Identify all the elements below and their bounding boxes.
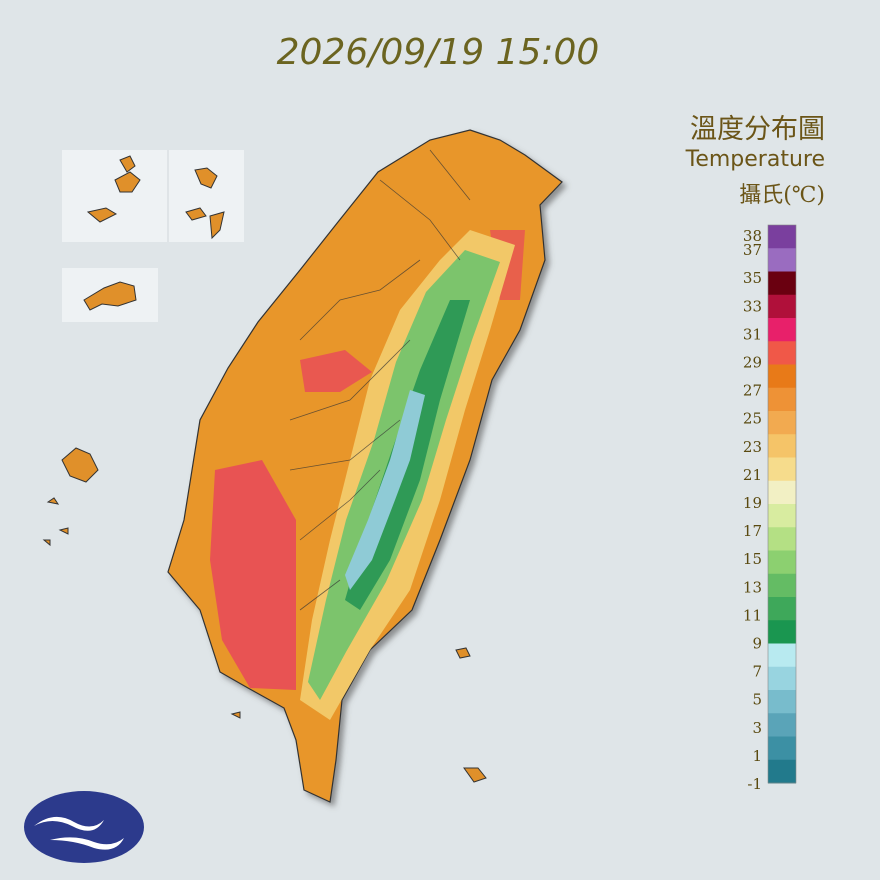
colorbar-segment <box>768 294 796 319</box>
colorbar-segment <box>768 387 796 412</box>
legend-tick-label: 11 <box>743 606 762 624</box>
legend-tick-label: -1 <box>747 775 762 793</box>
legend-tick-label: 13 <box>743 578 762 596</box>
island <box>86 155 225 240</box>
legend-tick-label: 9 <box>752 635 762 653</box>
legend-tick-label: 1 <box>752 747 762 765</box>
colorbar-segment <box>768 364 796 389</box>
colorbar-segment <box>768 690 796 714</box>
hot-zone <box>300 350 372 392</box>
legend-tick-label: 17 <box>743 522 762 540</box>
colorbar-segment <box>768 597 796 621</box>
legend-tick-label: 31 <box>743 325 762 343</box>
map-title: 2026/09/19 15:00 <box>277 32 600 73</box>
colorbar-segment <box>768 736 796 761</box>
logo-mark <box>34 816 124 850</box>
colorbar-segment <box>768 620 796 644</box>
colorbar-segment <box>768 318 796 342</box>
legend-tick-label: 29 <box>743 354 762 372</box>
colorbar-segment <box>768 759 796 784</box>
colorbar-segment <box>768 341 796 365</box>
legend-tick-label: 27 <box>743 382 762 400</box>
peak-zone <box>345 390 425 590</box>
legend-tick-label: 37 <box>743 241 762 259</box>
legend-tick-label: 5 <box>752 691 762 709</box>
legend-tick-label: 21 <box>743 466 762 484</box>
colorbar-segment <box>768 643 796 668</box>
colorbar-segment <box>768 550 796 575</box>
colorbar-segment <box>768 225 796 249</box>
boundary <box>289 149 471 611</box>
legend-title: 溫度分布圖 <box>690 114 825 145</box>
legend-subtitle: Temperature <box>685 147 825 172</box>
legend-tick-label: 3 <box>752 719 762 737</box>
colorbar-segment <box>768 457 796 482</box>
hot-zone <box>210 460 296 690</box>
legend-tick-label: 15 <box>743 550 762 568</box>
legend-tick-label: 19 <box>743 494 762 512</box>
island <box>230 647 487 783</box>
legend-tick-label: 33 <box>743 297 762 315</box>
colorbar-segment <box>768 713 796 737</box>
colorbar-segment <box>768 271 796 296</box>
colorbar-segment <box>768 480 796 505</box>
colorbar-segment <box>768 666 796 691</box>
legend-tick-label: 7 <box>752 663 762 681</box>
colorbar-segment <box>768 527 796 551</box>
colorbar-segment <box>768 504 796 528</box>
colorbar-segment <box>768 573 796 598</box>
colorbar-segment <box>768 411 796 435</box>
legend-tick-label: 38 <box>743 227 762 245</box>
legend-unit: 攝氏(℃) <box>739 183 825 208</box>
island <box>83 281 137 311</box>
legend-tick-label: 25 <box>743 410 762 428</box>
colorbar-segment <box>768 434 796 458</box>
legend-tick-label: 35 <box>743 269 762 287</box>
colorbar-frame <box>767 224 797 784</box>
legend-tick-label: 23 <box>743 438 762 456</box>
colorbar-segment <box>768 248 796 272</box>
island <box>42 447 99 547</box>
